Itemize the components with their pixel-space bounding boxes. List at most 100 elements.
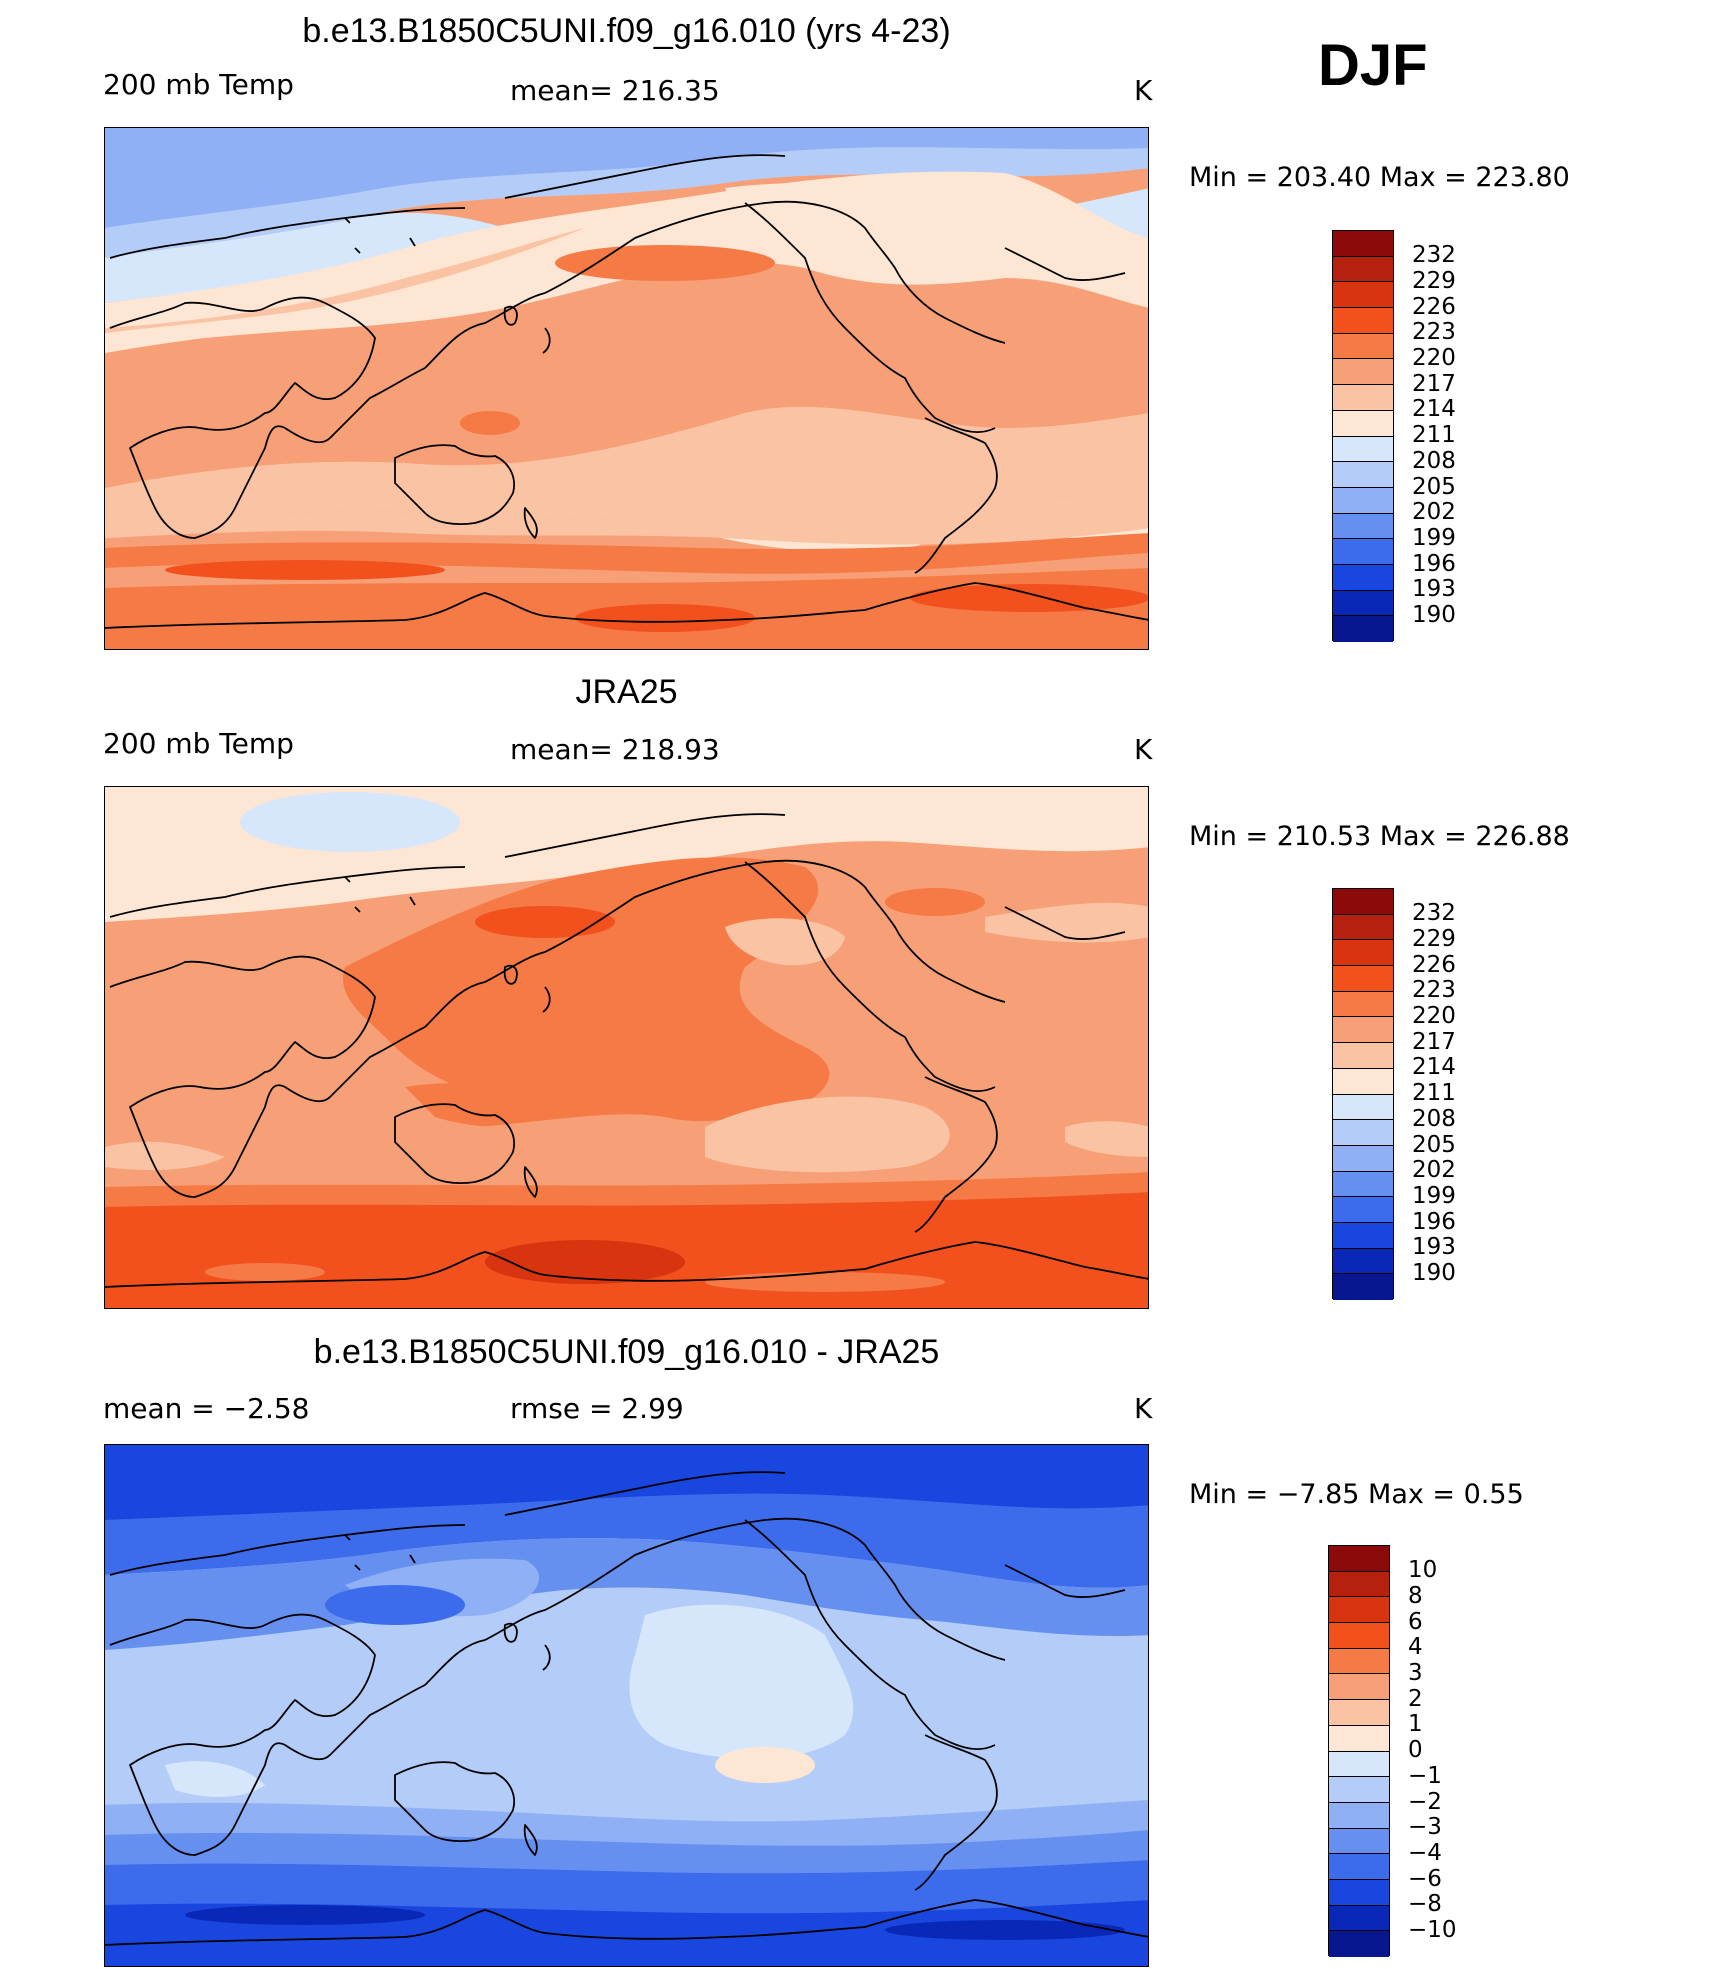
panel1-colorbar-label: 190 [1412,602,1456,628]
panel1-colorbar-label: 193 [1412,576,1456,602]
panel2-colorbar-label: 229 [1412,926,1456,952]
panel3-swatch [1329,1546,1389,1572]
panel1-left-label: 200 mb Temp [103,68,294,101]
panel2-title: JRA25 [575,673,678,711]
panel2-colorbar-label: 208 [1412,1106,1456,1132]
panel1-units: K [1134,74,1153,107]
panel2-swatch [1333,966,1393,992]
panel1-colorbar-label: 220 [1412,345,1456,371]
panel2-swatch [1333,1171,1393,1198]
panel1-center-label: mean= 216.35 [510,74,720,107]
panel3-swatch [1329,1802,1389,1829]
panel1-swatch [1333,462,1393,488]
panel1-colorbar-swatches [1332,230,1394,642]
panel3-center-label: rmse = 2.99 [510,1392,684,1425]
panel1-swatch [1333,308,1393,334]
panel1-swatch [1333,410,1393,437]
panel1-map-svg [105,128,1148,649]
panel2-swatch [1333,1017,1393,1044]
panel2-colorbar-label: 223 [1412,977,1456,1003]
panel3-colorbar-swatches [1328,1545,1390,1957]
panel1-colorbar-label: 202 [1412,499,1456,525]
panel2-colorbar-label: 217 [1412,1029,1456,1055]
panel2-colorbar-label: 190 [1412,1260,1456,1286]
panel1-colorbar-label: 205 [1412,474,1456,500]
panel2-colorbar-label: 232 [1412,900,1456,926]
panel2-colorbar-label: 226 [1412,952,1456,978]
panel3-colorbar-label: 8 [1408,1583,1423,1609]
panel1-swatch [1333,513,1393,540]
panel3-swatch [1329,1905,1389,1932]
panel1-colorbar-label: 226 [1412,294,1456,320]
panel1-colorbar-label: 232 [1412,242,1456,268]
panel1-title: b.e13.B1850C5UNI.f09_g16.010 (yrs 4-23) [302,12,951,50]
panel2-center-label: mean= 218.93 [510,733,720,766]
panel2-swatch [1333,1222,1393,1249]
panel3-swatch [1329,1777,1389,1803]
panel2-colorbar-label: 220 [1412,1003,1456,1029]
panel2-swatch [1333,940,1393,967]
panel3-swatch [1329,1648,1389,1675]
panel3-colorbar-label: −6 [1408,1866,1442,1892]
season-label: DJF [1318,33,1428,98]
panel1-swatch [1333,487,1393,514]
panel1-swatch [1333,590,1393,617]
panel3-swatch [1329,1879,1389,1906]
panel1-swatch [1333,282,1393,309]
panel2-swatch [1333,914,1393,941]
panel2-colorbar-label: 205 [1412,1132,1456,1158]
panel1-minmax: Min = 203.40 Max = 223.80 [1189,162,1570,193]
panel3-swatch [1329,1751,1389,1778]
panel3-colorbar-label: 10 [1408,1557,1438,1583]
panel1-swatch [1333,333,1393,360]
panel1-swatch [1333,616,1393,642]
panel3-map [104,1444,1149,1967]
panel1-swatch [1333,256,1393,283]
panel1-swatch [1333,385,1393,411]
panel3-colorbar-label: 4 [1408,1634,1423,1660]
panel1-swatch [1333,539,1393,565]
panel3-colorbar-label: 2 [1408,1686,1423,1712]
panel3-colorbar-label: −10 [1408,1917,1457,1943]
panel3-swatch [1329,1597,1389,1624]
panel1-colorbar-label: 214 [1412,396,1456,422]
panel3-colorbar-label: −2 [1408,1789,1442,1815]
panel3-minmax: Min = −7.85 Max = 0.55 [1189,1479,1524,1510]
panel2-swatch [1333,1094,1393,1121]
panel2-colorbar-label: 214 [1412,1054,1456,1080]
panel3-colorbar-label: −1 [1408,1763,1442,1789]
panel1-colorbar-label: 196 [1412,551,1456,577]
panel3-units: K [1134,1392,1153,1425]
panel2-swatch [1333,991,1393,1018]
panel2-swatch [1333,1068,1393,1095]
panel3-swatch [1329,1725,1389,1752]
panel1-swatch [1333,231,1393,257]
panel1-colorbar-label: 208 [1412,448,1456,474]
panel2-swatch [1333,1043,1393,1069]
panel2-swatch [1333,1120,1393,1146]
panel3-title: b.e13.B1850C5UNI.f09_g16.010 - JRA25 [313,1333,940,1371]
panel2-swatch [1333,889,1393,915]
panel3-left-label: mean = −2.58 [103,1392,310,1425]
panel1-swatch [1333,564,1393,591]
panel2-swatch [1333,1274,1393,1300]
panel2-colorbar-label: 199 [1412,1183,1456,1209]
panel2-minmax: Min = 210.53 Max = 226.88 [1189,821,1570,852]
panel3-map-svg [105,1445,1148,1966]
panel3-colorbar-label: 1 [1408,1711,1423,1737]
panel2-swatch [1333,1248,1393,1275]
panel3-colorbar-label: −4 [1408,1840,1442,1866]
panel3-swatch [1329,1623,1389,1649]
panel2-colorbar-label: 196 [1412,1209,1456,1235]
panel2-colorbar-swatches [1332,888,1394,1300]
panel2-map-svg [105,787,1148,1308]
panel1-map [104,127,1149,650]
panel3-colorbar-label: 3 [1408,1660,1423,1686]
panel3-colorbar-label: −8 [1408,1891,1442,1917]
panel2-swatch [1333,1197,1393,1223]
panel1-colorbar-label: 199 [1412,525,1456,551]
panel1-colorbar-label: 223 [1412,319,1456,345]
panel1-colorbar-label: 217 [1412,371,1456,397]
panel2-colorbar-label: 202 [1412,1157,1456,1183]
panel3-colorbar-label: −3 [1408,1814,1442,1840]
